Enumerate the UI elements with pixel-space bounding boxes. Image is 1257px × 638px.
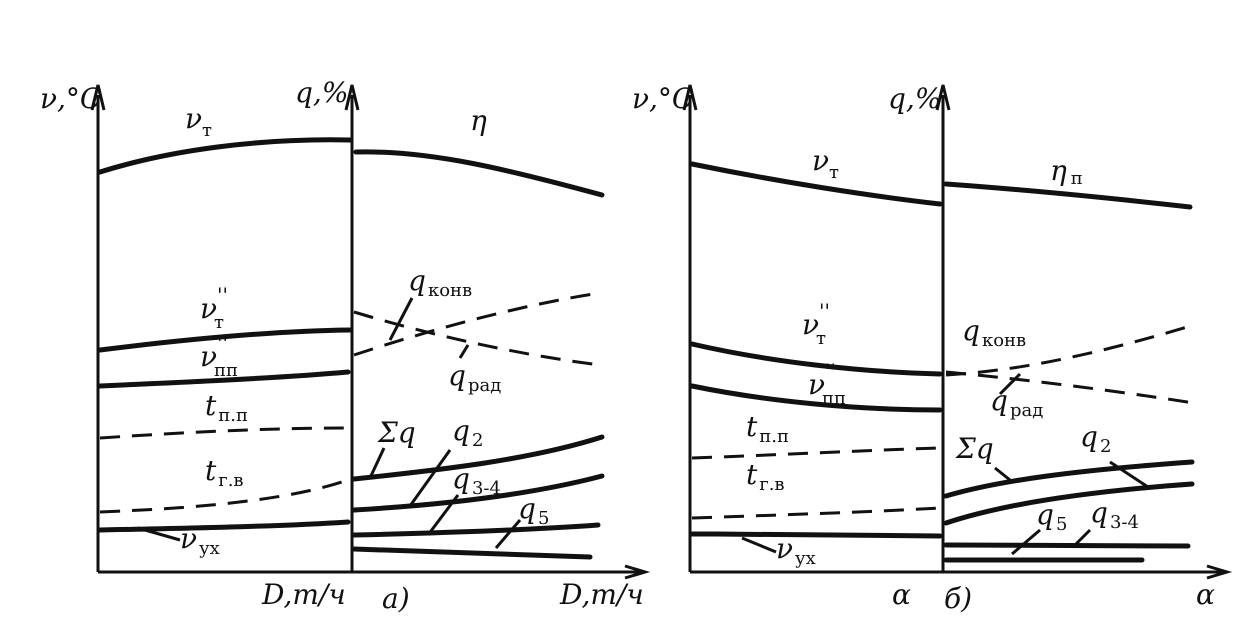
panel-a-nu-ux-curve	[97, 519, 351, 533]
panel-b-right-x-axis-label: α	[1196, 578, 1215, 611]
panel-b-nu-t-label: νт	[812, 144, 839, 183]
panel-a-q-rad-label: q рад	[448, 359, 501, 396]
panel-a-q-konv-leader	[388, 297, 414, 341]
panel-b-q34-label: q 3-4	[1090, 496, 1139, 533]
panel-a-q34-curve	[351, 522, 601, 538]
panel-a-nu-ux-label: ν ух	[180, 522, 220, 559]
panel-a-q2-curve	[351, 473, 605, 513]
panel-b-q2-curve	[943, 481, 1195, 526]
panel-b-sum-q-leader	[994, 466, 1011, 482]
panel-a-nu-pp-pp-label: ν'' пп	[200, 331, 238, 381]
panel-a-t-pp-label: t п.п	[205, 389, 248, 426]
panel-b-sum-q-label: Σq	[955, 432, 994, 465]
panel-a-right-y-axis-label: q,%	[295, 76, 348, 109]
panel-a-left-x-axis-label: D,т/ч	[261, 578, 346, 611]
panel-b-t-gv-label: t г.в	[746, 458, 785, 495]
panel-b-q5-leader	[1011, 528, 1041, 556]
panel-a-nu-pp-pp-curve	[97, 369, 351, 389]
panel-b-nu-t-curve	[689, 161, 943, 207]
panel-a-t-gv-curve	[99, 478, 349, 514]
panel-b-eta-p-curve	[943, 181, 1193, 210]
panel-b-left-y-axis-label: ν,°C	[632, 82, 693, 115]
panel-a-mid-y-arrow	[344, 84, 360, 111]
panel-a-right-x-axis-label: D,т/ч	[559, 578, 644, 611]
panel-a-q5-leader	[494, 519, 522, 549]
panel-b-q2-leader	[1109, 460, 1149, 489]
panel-a-x-arrow	[624, 564, 651, 580]
panel-a-q34-leader	[426, 494, 460, 536]
panel-b-q5-curve	[943, 542, 1191, 549]
panel-b-q34-leader	[1072, 528, 1092, 548]
panel-b-nu-ux-leader	[741, 536, 777, 554]
panel-a: ν,°C νт ν'' т ν'' пп t п.п t г.в ν ух D,т/ч q…	[40, 76, 651, 615]
panel-b-nu-ux-curve	[689, 531, 943, 539]
panel-b-mid-y-arrow	[935, 84, 951, 111]
panel-b-q-konv-label: q конв	[962, 314, 1026, 351]
panel-a-eta-curve	[353, 149, 605, 198]
panel-a-sum-q-curve	[351, 434, 605, 482]
panel-b-q-rad-label: q рад	[990, 384, 1043, 421]
panel-a-q2-leader	[408, 449, 452, 507]
panel-b-q-rad-curve	[945, 370, 1195, 405]
panel-a-t-gv-label: t г.в	[205, 454, 244, 491]
panel-a-nu-t-curve	[97, 137, 353, 175]
panel-b-sum-q-curve	[943, 459, 1195, 499]
panel-b-nu-ux-label: ν ух	[776, 532, 816, 569]
panel-b-nu-pp-pp-label: ν'' пп	[808, 359, 846, 409]
panel-b-left-x-axis-label: α	[892, 578, 911, 611]
panel-b-nu-t-pp-label: ν'' т	[802, 299, 830, 349]
panel-a-q-rad-leader	[458, 344, 470, 359]
panel-a-q5-curve	[351, 546, 593, 560]
panel-a-sum-q-leader	[368, 447, 386, 479]
panel-b-left-y-arrow	[682, 84, 698, 111]
panel-a-nu-ux-leader	[137, 526, 181, 542]
panel-a-eta-label: η	[470, 104, 487, 137]
panel-a-left-y-axis-label: ν,°C	[40, 82, 101, 115]
panel-b-t-pp-curve	[691, 446, 941, 460]
panel-a-nu-t-pp-curve	[97, 327, 353, 353]
panel-b-x-arrow	[1206, 564, 1233, 580]
panel-a-nu-t-label: νт	[185, 102, 212, 141]
panel-b-t-gv-curve	[691, 506, 941, 520]
panel-b-caption: б)	[944, 582, 972, 615]
panel-b-right-y-axis-label: q,%	[888, 82, 941, 115]
panel-a-sum-q-label: Σq	[377, 416, 416, 449]
panel-a-t-pp-curve	[99, 426, 349, 440]
panel-b-q-rad-leader	[998, 372, 1022, 396]
panel-a-q34-label: q 3-4	[452, 462, 501, 499]
panel-a-caption: а)	[382, 582, 410, 615]
panel-a-nu-t-pp-label: ν'' т	[200, 283, 228, 333]
panel-a-left-y-arrow	[90, 84, 106, 111]
panel-b-t-pp-label: t п.п	[746, 410, 789, 447]
panel-b-nu-pp-pp-curve	[689, 383, 943, 413]
panel-b-nu-t-pp-curve	[689, 341, 943, 377]
panel-a-q-konv-label: q конв	[408, 264, 472, 301]
panel-b: ν,°C νт ν'' т ν'' пп t п.п t г.в ν ух α q,% η…	[632, 82, 1233, 615]
